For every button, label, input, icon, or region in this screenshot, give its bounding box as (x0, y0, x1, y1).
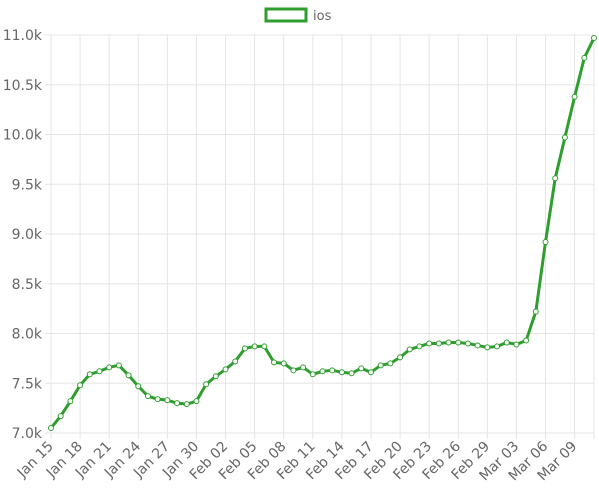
y-tick-label: 10.5k (3, 78, 43, 94)
point (106, 364, 113, 371)
point (494, 343, 501, 350)
y-tick-label: 7.5k (12, 376, 43, 392)
point (261, 343, 268, 350)
point (445, 339, 452, 346)
point (154, 396, 161, 403)
point (193, 398, 200, 405)
point (397, 354, 404, 361)
point (144, 393, 151, 400)
point (464, 340, 471, 347)
point (329, 367, 336, 374)
point (484, 344, 491, 351)
point (523, 337, 530, 344)
point (164, 397, 171, 404)
point (212, 373, 219, 380)
y-tick-label: 11.0k (3, 28, 43, 44)
y-tick-label: 8.0k (12, 327, 43, 343)
point (591, 34, 597, 41)
point (280, 360, 287, 367)
point (115, 362, 122, 369)
point (358, 365, 365, 372)
point (86, 371, 93, 378)
point (77, 382, 84, 389)
point (474, 342, 481, 349)
point (271, 359, 278, 366)
point (290, 367, 297, 374)
point (552, 175, 559, 182)
point (135, 383, 142, 390)
point (435, 340, 442, 347)
point (426, 340, 433, 347)
legend-swatch (264, 7, 308, 23)
point (203, 381, 210, 388)
point (67, 398, 74, 405)
point (571, 93, 578, 100)
legend-label: ios (313, 9, 332, 24)
point (532, 308, 539, 315)
point (581, 54, 588, 61)
point (174, 400, 181, 407)
y-tick-label: 7.0k (12, 426, 43, 442)
point (48, 425, 54, 432)
point (96, 368, 103, 375)
point (377, 362, 384, 369)
point (251, 343, 258, 350)
point (57, 413, 64, 420)
point (348, 370, 355, 377)
point (300, 364, 307, 371)
point (416, 343, 423, 350)
point (503, 339, 510, 346)
point (125, 372, 132, 379)
point (387, 360, 394, 367)
y-tick-label: 9.0k (12, 227, 43, 243)
point (542, 238, 549, 245)
point (513, 341, 520, 348)
point (183, 401, 190, 408)
point (222, 366, 229, 373)
y-tick-label: 10.0k (3, 128, 43, 144)
point (367, 369, 374, 376)
point (241, 345, 248, 352)
point (309, 371, 316, 378)
y-tick-label: 9.5k (12, 177, 43, 193)
point (561, 134, 568, 141)
point (455, 339, 462, 346)
point (338, 369, 345, 376)
y-tick-label: 8.5k (12, 277, 43, 293)
point (319, 368, 326, 375)
point (232, 358, 239, 365)
point (406, 346, 413, 353)
